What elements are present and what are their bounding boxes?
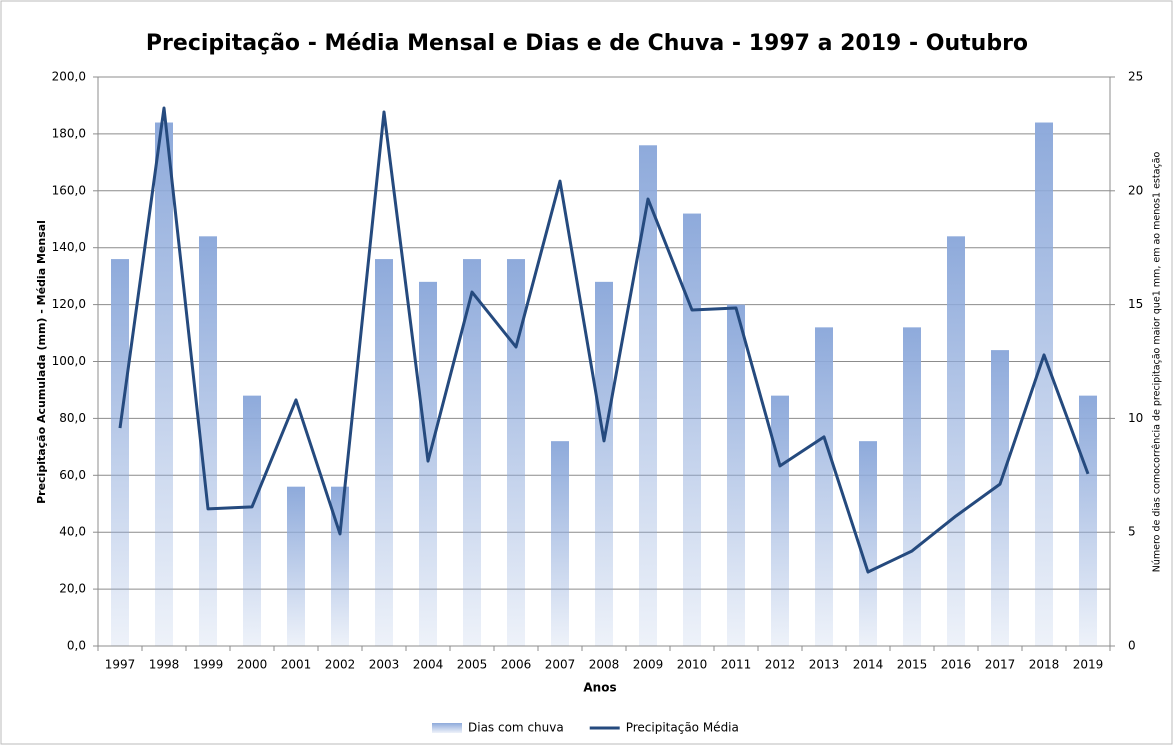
- y2-tick-label: 20: [1128, 183, 1143, 197]
- bar: [1079, 395, 1097, 646]
- y-tick-label: 120,0: [52, 297, 86, 311]
- y2-tick-label: 10: [1128, 411, 1143, 425]
- x-tick-label: 1998: [149, 658, 180, 672]
- x-tick-label: 2013: [809, 658, 840, 672]
- bar: [1035, 122, 1053, 646]
- bar: [991, 350, 1009, 646]
- x-tick-label: 1999: [193, 658, 224, 672]
- bar: [903, 327, 921, 646]
- y2-tick-label: 15: [1128, 297, 1143, 311]
- legend-label: Dias com chuva: [468, 721, 564, 735]
- x-tick-label: 2016: [941, 658, 972, 672]
- x-tick-label: 2001: [281, 658, 312, 672]
- bar: [375, 259, 393, 646]
- legend-label: Precipitação Média: [626, 721, 739, 735]
- x-axis-label: Anos: [583, 681, 616, 695]
- x-tick-label: 2000: [237, 658, 268, 672]
- x-tick-label: 2004: [413, 658, 444, 672]
- bar: [815, 327, 833, 646]
- x-tick-label: 2007: [545, 658, 576, 672]
- legend-swatch: [432, 723, 462, 733]
- bar: [639, 145, 657, 646]
- x-tick-label: 2018: [1029, 658, 1060, 672]
- y-tick-label: 140,0: [52, 240, 86, 254]
- y-tick-label: 40,0: [59, 525, 86, 539]
- bar: [727, 304, 745, 646]
- bar: [947, 236, 965, 646]
- bar: [199, 236, 217, 646]
- y-tick-label: 100,0: [52, 354, 86, 368]
- bar: [507, 259, 525, 646]
- bar: [155, 122, 173, 646]
- y2-tick-label: 25: [1128, 70, 1143, 84]
- y-tick-label: 200,0: [52, 70, 86, 84]
- x-tick-label: 2009: [633, 658, 664, 672]
- y2-tick-label: 5: [1128, 525, 1136, 539]
- x-tick-label: 2010: [677, 658, 708, 672]
- bar: [595, 281, 613, 646]
- y-tick-label: 20,0: [59, 582, 86, 596]
- y2-axis-label: Número de dias comocorrência de precipit…: [1152, 152, 1163, 573]
- x-tick-label: 2011: [721, 658, 752, 672]
- bar: [243, 395, 261, 646]
- line: [118, 106, 1090, 574]
- y-tick-label: 0,0: [67, 639, 86, 653]
- bar: [683, 213, 701, 646]
- x-tick-label: 2006: [501, 658, 532, 672]
- bar: [111, 259, 129, 646]
- y2-tick-label: 0: [1128, 639, 1136, 653]
- x-tick-label: 2017: [985, 658, 1016, 672]
- x-tick-label: 2008: [589, 658, 620, 672]
- bar: [463, 259, 481, 646]
- chart-title: Precipitação - Média Mensal e Dias e de …: [146, 31, 1028, 56]
- y-tick-label: 160,0: [52, 183, 86, 197]
- bar: [287, 486, 305, 646]
- x-tick-label: 2005: [457, 658, 488, 672]
- x-tick-label: 2002: [325, 658, 356, 672]
- y-tick-label: 80,0: [59, 411, 86, 425]
- x-tick-label: 2019: [1073, 658, 1104, 672]
- bar: [859, 441, 877, 646]
- x-tick-label: 1997: [105, 658, 136, 672]
- bar: [771, 395, 789, 646]
- y-tick-label: 180,0: [52, 126, 86, 140]
- y-tick-label: 60,0: [59, 468, 86, 482]
- y-axis-label: Precipitação Acumulada (mm) - Média Mens…: [35, 220, 48, 504]
- x-tick-label: 2015: [897, 658, 928, 672]
- x-tick-label: 2012: [765, 658, 796, 672]
- x-tick-label: 2014: [853, 658, 884, 672]
- x-tick-label: 2003: [369, 658, 400, 672]
- bar: [551, 441, 569, 646]
- bar: [331, 486, 349, 646]
- bar: [419, 281, 437, 646]
